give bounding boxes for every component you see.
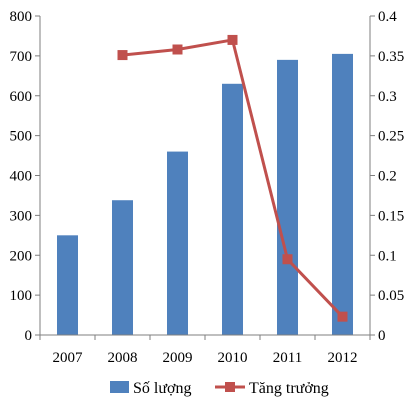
left-axis-ticks: 0 100 200 300 400 500 600 700 800 [10, 9, 40, 344]
left-tick-label: 200 [10, 248, 33, 264]
bar-2010 [222, 83, 243, 335]
bar-2008 [112, 200, 133, 335]
x-axis-ticks: 2007 2008 2009 2010 2011 2012 [39, 335, 371, 366]
x-tick-label: 2009 [163, 350, 193, 366]
x-tick-label: 2012 [328, 350, 358, 366]
growth-point [117, 50, 128, 61]
right-axis-ticks: 0 0.05 0.1 0.15 0.2 0.25 0.3 0.35 0.4 [370, 9, 404, 344]
left-tick-label: 0 [25, 328, 33, 344]
left-tick-label: 100 [10, 288, 33, 304]
growth-point [172, 44, 183, 55]
growth-point [282, 254, 293, 265]
x-tick-label: 2008 [108, 350, 138, 366]
left-tick-label: 700 [10, 49, 33, 65]
x-tick-label: 2010 [218, 350, 248, 366]
right-tick-label: 0 [378, 328, 386, 344]
growth-line-layer [117, 34, 348, 322]
right-tick-label: 0.3 [378, 89, 397, 105]
bar-2007 [57, 235, 78, 335]
left-tick-label: 800 [10, 9, 33, 25]
right-tick-label: 0.35 [378, 49, 404, 65]
right-tick-label: 0.1 [378, 248, 397, 264]
right-tick-label: 0.25 [378, 129, 404, 145]
left-tick-label: 300 [10, 208, 33, 224]
x-tick-label: 2007 [53, 350, 84, 366]
right-tick-label: 0.15 [378, 208, 404, 224]
legend-line-label: Tăng trưởng [249, 380, 329, 397]
x-tick-label: 2011 [273, 350, 302, 366]
legend-line-marker [225, 382, 235, 392]
right-tick-label: 0.4 [378, 9, 397, 25]
axes-layer [39, 16, 371, 336]
legend-bar-swatch [110, 381, 129, 393]
legend: Số lượng Tăng trưởng [110, 380, 329, 397]
left-tick-label: 600 [10, 89, 33, 105]
right-tick-label: 0.2 [378, 169, 397, 185]
bars-layer [57, 53, 353, 336]
left-tick-label: 500 [10, 129, 33, 145]
bar-2012 [332, 53, 353, 335]
growth-point [337, 311, 348, 322]
left-tick-label: 400 [10, 169, 33, 185]
bar-2011 [277, 59, 298, 336]
growth-point [227, 34, 238, 45]
bar-2009 [167, 151, 188, 335]
legend-bar-label: Số lượng [133, 380, 191, 397]
right-tick-label: 0.05 [378, 288, 404, 304]
